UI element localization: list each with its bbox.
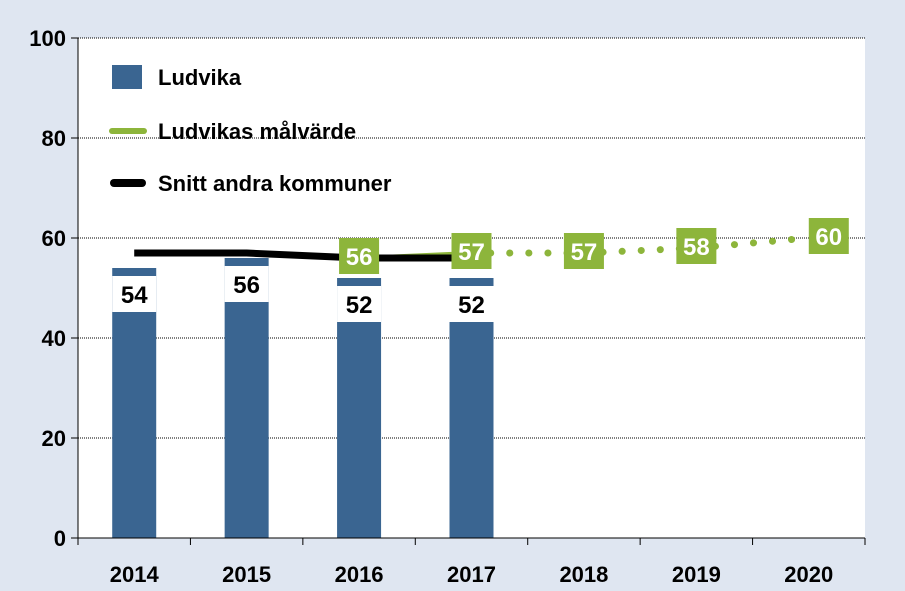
y-tick-label: 40 (42, 326, 66, 351)
y-tick-label: 60 (42, 226, 66, 251)
bar-data-label: 54 (121, 282, 148, 309)
x-tick-label: 2015 (222, 562, 271, 587)
goal-data-label: 60 (815, 224, 842, 251)
x-tick-label: 2019 (672, 562, 721, 587)
y-tick-label: 80 (42, 126, 66, 151)
goal-data-label: 57 (571, 239, 598, 266)
y-tick-label: 100 (29, 26, 66, 51)
bar-data-label: 52 (346, 292, 373, 319)
x-axis-tick-labels: 2014 2015 2016 2017 2018 2019 2020 (110, 562, 834, 587)
bar-data-label: 56 (233, 272, 260, 299)
x-tick-label: 2020 (784, 562, 833, 587)
goal-data-label: 58 (683, 234, 710, 261)
x-tick-label: 2014 (110, 562, 160, 587)
y-tick-label: 0 (54, 526, 66, 551)
legend-label-ludvika: Ludvika (158, 65, 242, 90)
x-tick-label: 2018 (559, 562, 608, 587)
goal-data-label: 57 (458, 239, 485, 266)
y-axis-tick-labels: 0 20 40 60 80 100 (29, 26, 66, 551)
x-tick-label: 2017 (447, 562, 496, 587)
legend-label-snitt: Snitt andra kommuner (158, 171, 392, 196)
x-tick-label: 2016 (335, 562, 384, 587)
goal-data-label: 56 (346, 244, 373, 271)
y-tick-label: 20 (42, 426, 66, 451)
bar-data-label: 52 (458, 292, 485, 319)
legend-label-malvarde: Ludvikas målvärde (158, 119, 356, 144)
legend-swatch-ludvika (112, 65, 142, 89)
